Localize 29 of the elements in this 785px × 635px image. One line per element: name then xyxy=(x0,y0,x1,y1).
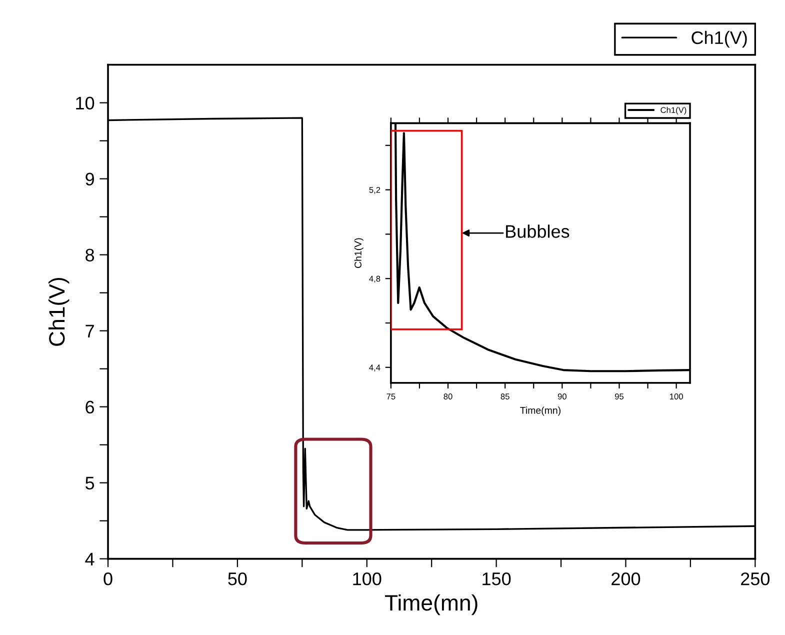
x-tick-label: 50 xyxy=(228,572,247,586)
x-tick-label: 200 xyxy=(612,572,640,586)
y-tick-label: 5,2 xyxy=(369,186,380,194)
x-tick-label: 85 xyxy=(500,394,510,400)
y-axis-title: Ch1(V) xyxy=(354,238,364,268)
y-tick-label: 8 xyxy=(86,248,94,262)
x-tick-label: 150 xyxy=(482,572,511,586)
legend-label: Ch1(V) xyxy=(660,106,686,115)
x-tick-label: 80 xyxy=(444,394,452,400)
x-tick-label: 0 xyxy=(104,572,112,586)
x-tick-label: 95 xyxy=(614,394,624,400)
y-tick-label: 4,4 xyxy=(369,364,380,372)
y-tick-label: 10 xyxy=(76,96,94,110)
x-tick-label: 75 xyxy=(386,394,396,400)
y-tick-label: 5 xyxy=(86,476,94,490)
x-axis-title: Time(mn) xyxy=(520,406,560,416)
x-tick-label: 100 xyxy=(670,394,683,400)
annotation: Bubbles xyxy=(506,224,570,238)
y-tick-label: 4 xyxy=(85,552,94,566)
y-tick-label: 4,8 xyxy=(369,276,380,283)
y-tick-label: 7 xyxy=(86,324,94,338)
x-tick-label: 90 xyxy=(558,394,566,400)
y-tick-label: 6 xyxy=(86,400,94,414)
x-tick-label: 100 xyxy=(353,572,382,586)
x-tick-label: 250 xyxy=(741,572,770,586)
y-tick-label: 9 xyxy=(86,172,94,186)
y-axis-title: Ch1(V) xyxy=(48,278,70,346)
x-axis-title: Time(mn) xyxy=(384,594,478,616)
legend-label: Ch1(V) xyxy=(692,30,747,48)
